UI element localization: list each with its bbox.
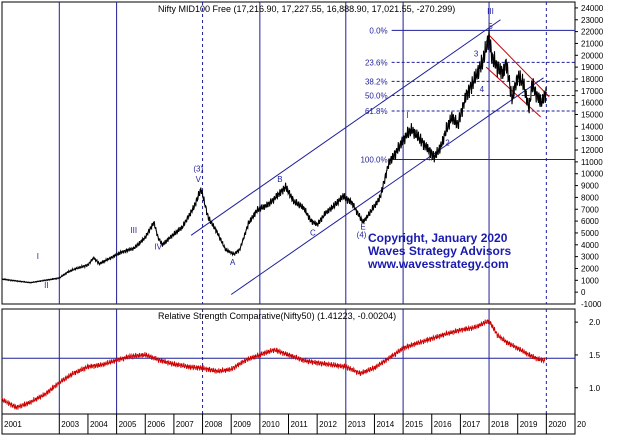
x-tick-label-3: 2005 [119,420,137,429]
price-ytick-label-24: 24000 [581,4,604,13]
x-axis: 2001 2003 2004 2005 2006 2007 2008 2009 2010 2011… [1,413,586,435]
rs-line [1,318,546,410]
wave-label-14: 3 [474,49,479,58]
wave-label-7: B [277,175,282,184]
watermark-line-0: Copyright, January 2020 [368,231,508,245]
x-tick-label-2: 2004 [90,420,108,429]
price-ytick-label-4: 4000 [581,241,599,250]
price-ytick-label-6: 6000 [581,217,599,226]
rs-vertical-markers [58,309,547,414]
x-tick-label-8: 2010 [262,420,280,429]
wave-label-2: III [130,226,137,235]
price-ytick-label-0: 0 [581,288,586,297]
x-tick-label-13: 2015 [405,420,423,429]
wave-label-8: C [310,228,316,237]
fib-label-5: 100.0% [360,156,387,165]
x-tick-label-12: 2014 [376,420,394,429]
price-ytick-label-2: 2000 [581,264,599,273]
price-line [1,28,547,284]
channel-upper-line [190,19,501,236]
x-tick-label-16: 2018 [491,420,509,429]
wave-label-13: 2 [445,138,450,147]
price-panel-frame [1,1,576,305]
wave-label-6: A [230,258,236,267]
wave-label-3: IV [154,243,162,252]
rs-ytick-label-0: 1.0 [589,384,601,393]
price-ytick-label-23: 23000 [581,16,604,25]
x-tick-label-0: 2001 [4,420,22,429]
price-ytick-label-19: 19000 [581,63,604,72]
price-ytick-label-14: 14000 [581,122,604,131]
rs-series [1,318,546,410]
fib-label-1: 23.6% [365,58,388,67]
x-tick-label-1: 2003 [61,420,79,429]
price-ytick-label-13: 13000 [581,134,604,143]
price-ytick-label-18: 18000 [581,75,604,84]
channel-lower-line [230,77,544,295]
price-ytick-label-1: 1000 [581,276,599,285]
x-tick-label-4: 2006 [147,420,165,429]
wave-label-1: II [44,281,48,290]
price-ytick-label-8: 8000 [581,193,599,202]
x-tick-label-14: 2016 [434,420,452,429]
wave-label-12: II [428,154,432,163]
wave-label-10: E [360,222,365,231]
price-ytick-label-15: 15000 [581,111,604,120]
price-ytick-label-11: 11000 [581,158,603,167]
wave-label-4: (3) [193,164,203,173]
price-y-axis: 0 1000 2000 3000 4000 5000 6000 7000 8000 9000 100… [575,4,604,309]
x-tick-label-7: 2009 [233,420,251,429]
x-tick-label-19: 20 [577,420,586,429]
price-ytick-label-12: 12000 [581,146,604,155]
watermark-line-1: Waves Strategy Advisors [368,244,511,258]
wave-label-15: 4 [480,85,485,94]
price-ytick-label-21: 21000 [581,39,604,48]
price-ytick-label-16: 16000 [581,99,604,108]
x-tick-label-10: 2012 [319,420,337,429]
price-panel: 0.0%23.6%38.2%50.0%61.8%100.0% IIIIIIIV(… [1,1,604,309]
x-tick-label-17: 2019 [520,420,538,429]
wave-label-11: I [406,111,408,120]
x-tick-label-6: 2008 [205,420,223,429]
rs-panel: Relative Strength Comparative(Nifty50) (… [1,308,601,415]
price-ytick-label-9: 9000 [581,182,599,191]
wave-label-5: V [196,175,202,184]
wave-label-0: I [37,252,39,261]
price-ytick-label-7: 7000 [581,205,599,214]
price-ytick-label-20: 20000 [581,51,604,60]
price-ytick-label-3: 3000 [581,253,599,262]
x-tick-label-18: 2020 [548,420,566,429]
fib-label-4: 61.8% [365,107,388,116]
rs-title: Relative Strength Comparative(Nifty50) (… [158,311,396,321]
price-ytick-label-10: 10000 [581,170,604,179]
fib-label-2: 38.2% [365,77,388,86]
price-title: Nifty MID100 Free (17,216.90, 17,227.55,… [158,4,455,14]
price-ytick-label-17: 17000 [581,87,604,96]
fib-label-0: 0.0% [369,26,387,35]
rs-y-axis: 1.0 1.5 2.0 [575,318,601,393]
fib-label-3: 50.0% [365,92,388,101]
rs-ytick-label-1: 1.5 [589,351,601,360]
x-tick-label-9: 2011 [291,420,309,429]
downtrend-upper-line [488,34,550,98]
wave-label-9: (4) [357,231,367,240]
watermark-line-2: www.wavesstrategy.com [367,257,509,271]
rs-ytick-label-2: 2.0 [589,318,601,327]
wave-label-16: 5 [488,22,493,31]
price-series [1,28,547,284]
wave-label-17: III [487,7,494,16]
x-tick-label-11: 2013 [348,420,366,429]
price-ytick-label-5: 5000 [581,229,599,238]
x-tick-label-5: 2007 [176,420,194,429]
price-ytick-label-extra: -1000 [581,300,602,309]
price-ytick-label-22: 22000 [581,28,604,37]
x-tick-label-15: 2017 [462,420,480,429]
